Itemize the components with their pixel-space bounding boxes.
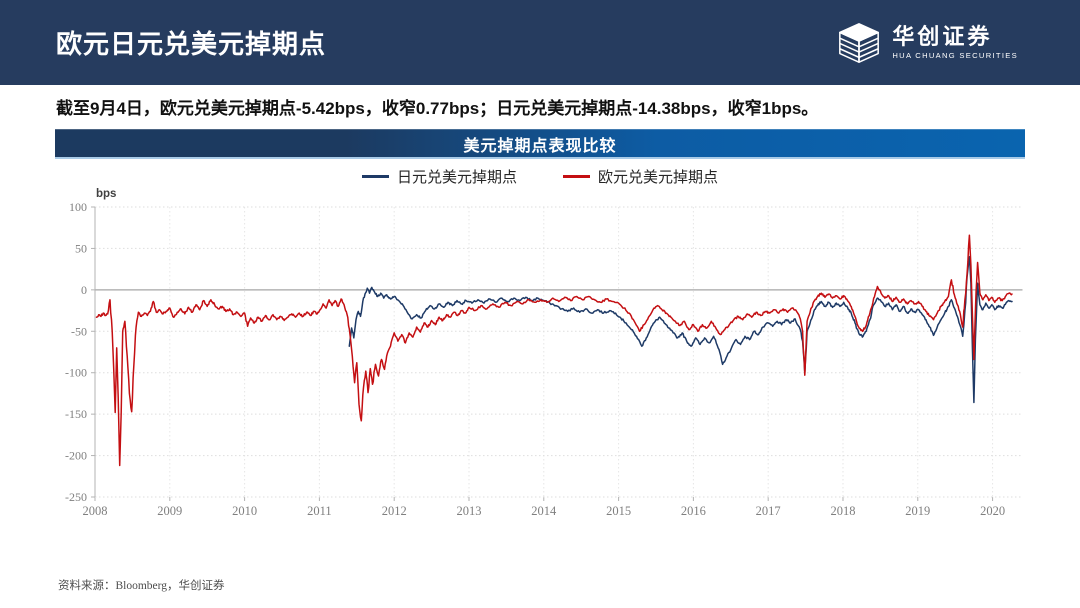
legend-label-jpy: 日元兑美元掉期点: [396, 170, 517, 186]
legend-item-eur: 欧元兑美元掉期点: [563, 166, 718, 187]
x-tick-label: 2013: [456, 504, 481, 518]
legend-swatch-eur: [563, 175, 590, 178]
y-tick-label: -50: [71, 324, 87, 338]
x-tick-label: 2015: [606, 504, 631, 518]
x-tick-label: 2016: [681, 504, 706, 518]
header-bar: 欧元日元兑美元掉期点 华创证券 HUA CHUANG SECURITIES: [0, 0, 1080, 85]
page-title: 欧元日元兑美元掉期点: [56, 29, 327, 59]
chart-legend: 日元兑美元掉期点 欧元兑美元掉期点: [0, 166, 1080, 187]
x-tick-label: 2019: [905, 504, 930, 518]
company-logo: 华创证券 HUA CHUANG SECURITIES: [836, 20, 1018, 66]
series-line-eur: [95, 234, 1013, 467]
logo-subtitle: HUA CHUANG SECURITIES: [892, 50, 1018, 60]
y-tick-label: 0: [81, 283, 87, 297]
series-line-jpy: [348, 255, 1013, 404]
logo-text: 华创证券 HUA CHUANG SECURITIES: [892, 24, 1018, 60]
logo-name: 华创证券: [892, 24, 993, 50]
chart-canvas: 2008 2009 2010 2011 2012 2013 2014 2015 2016 2017…: [65, 188, 1023, 518]
legend-item-jpy: 日元兑美元掉期点: [361, 166, 517, 187]
x-tick-label: 2010: [232, 504, 257, 518]
y-tick-label: -250: [65, 490, 87, 504]
legend-label-eur: 欧元兑美元掉期点: [598, 170, 719, 186]
x-tick-label: 2012: [382, 504, 407, 518]
y-tick-label: -100: [65, 366, 87, 380]
logo-cube-icon: [839, 22, 880, 63]
x-tick-label: 2008: [83, 504, 108, 518]
y-tick-label: 50: [75, 241, 87, 255]
source-note: 资料来源：Bloomberg，华创证券: [58, 580, 225, 592]
swap-points-chart: 2008 2009 2010 2011 2012 2013 2014 2015 2016 2017…: [50, 185, 1040, 535]
chart-title-banner: 美元掉期点表现比较: [55, 129, 1025, 159]
x-tick-label: 2018: [830, 504, 855, 518]
summary-text: 截至9月4日，欧元兑美元掉期点-5.42bps，收窄0.77bps；日元兑美元掉…: [56, 99, 819, 118]
y-tick-label: 100: [69, 200, 87, 214]
x-tick-label: 2009: [157, 504, 182, 518]
x-tick-label: 2020: [980, 504, 1005, 518]
y-tick-label: -150: [65, 407, 87, 421]
x-tick-label: 2011: [307, 504, 332, 518]
x-tick-label: 2017: [756, 504, 781, 518]
chart-title: 美元掉期点表现比较: [463, 137, 617, 155]
x-tick-label: 2014: [531, 504, 557, 518]
y-axis-unit-label: bps: [96, 188, 116, 200]
legend-swatch-jpy: [361, 175, 389, 178]
y-tick-label: -200: [65, 449, 87, 463]
